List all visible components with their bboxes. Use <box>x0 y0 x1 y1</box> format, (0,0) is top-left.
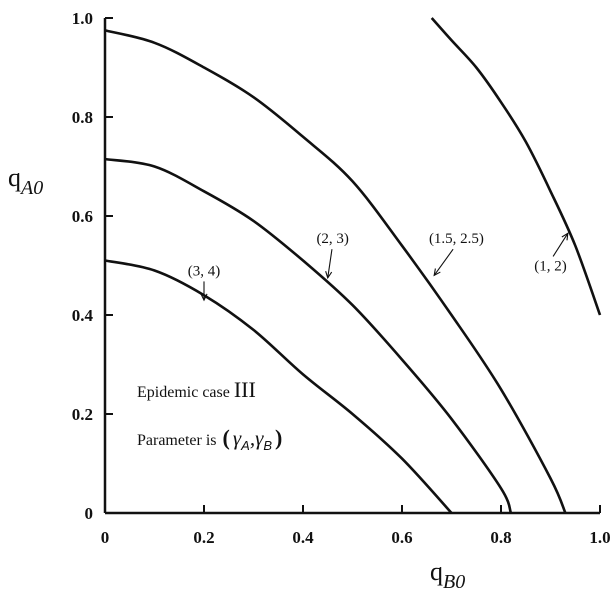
y-tick-label: 0.6 <box>72 207 93 226</box>
epidemic-case-numeral: III <box>234 377 256 402</box>
axes <box>103 18 600 515</box>
parameter-comma: , <box>250 426 255 450</box>
y-tick-label: 0 <box>85 504 94 523</box>
parameter-close-paren: ) <box>275 425 282 450</box>
annotation-arrow-shaft <box>552 233 569 257</box>
curve-label: (1.5, 2.5) <box>429 231 484 247</box>
y-tick-label: 0.2 <box>72 405 93 424</box>
y-tick-label: 0.4 <box>72 306 94 325</box>
parameter-gamma-a: γ <box>233 426 242 450</box>
x-axis-title-sub: B0 <box>443 571 465 593</box>
epidemic-case-text: Epidemic case <box>137 384 234 401</box>
x-tick-label: 0.6 <box>391 528 412 547</box>
parameter-sub-b: B <box>263 438 272 453</box>
ticks: 0 0.2 0.4 0.6 0.8 1.0 0 0.2 0.4 0.6 0.8 1.0 <box>72 9 611 547</box>
parameter-gamma-b: γ <box>255 426 264 450</box>
series-line <box>430 17 602 316</box>
x-tick-label: 0.8 <box>490 528 511 547</box>
y-tick-label: 1.0 <box>72 9 93 28</box>
x-axis-title: qB0 <box>430 557 465 593</box>
annotation-arrow-head <box>325 271 333 280</box>
x-tick-label: 0.4 <box>292 528 314 547</box>
series-line <box>104 29 567 514</box>
x-tick-label: 0 <box>101 528 110 547</box>
annotation-arrow-head <box>561 232 569 241</box>
x-axis-title-main: q <box>430 557 443 586</box>
y-tick-label: 0.8 <box>72 108 93 127</box>
series-line <box>104 259 453 514</box>
epidemic-case-note: Epidemic case III <box>137 377 256 402</box>
x-tick-label: 1.0 <box>589 528 610 547</box>
annotation-arrow-head <box>433 268 441 277</box>
parameter-open-paren: ( <box>223 425 230 450</box>
parameter-sub-a: A <box>240 438 250 453</box>
annotation-arrow-shaft <box>327 249 333 278</box>
annotation-arrow-shaft <box>433 248 454 276</box>
y-axis-title-sub: A0 <box>19 177 43 199</box>
x-tick-label: 0.2 <box>193 528 214 547</box>
curve-annotations: (3, 4) (2, 3) (1.5, 2.5) (1, 2) <box>188 231 569 302</box>
curve-label: (2, 3) <box>316 231 349 247</box>
curve-label: (1, 2) <box>534 258 567 274</box>
parameter-note: Parameter is (γA,γB) <box>137 425 282 453</box>
curve-label: (3, 4) <box>188 263 221 279</box>
series-line <box>104 157 513 514</box>
parameter-text: Parameter is <box>137 432 221 449</box>
annotation-arrow-head <box>200 293 208 302</box>
y-axis-title: qA0 <box>8 163 43 199</box>
y-axis-title-main: q <box>8 163 21 192</box>
curves <box>104 17 602 514</box>
